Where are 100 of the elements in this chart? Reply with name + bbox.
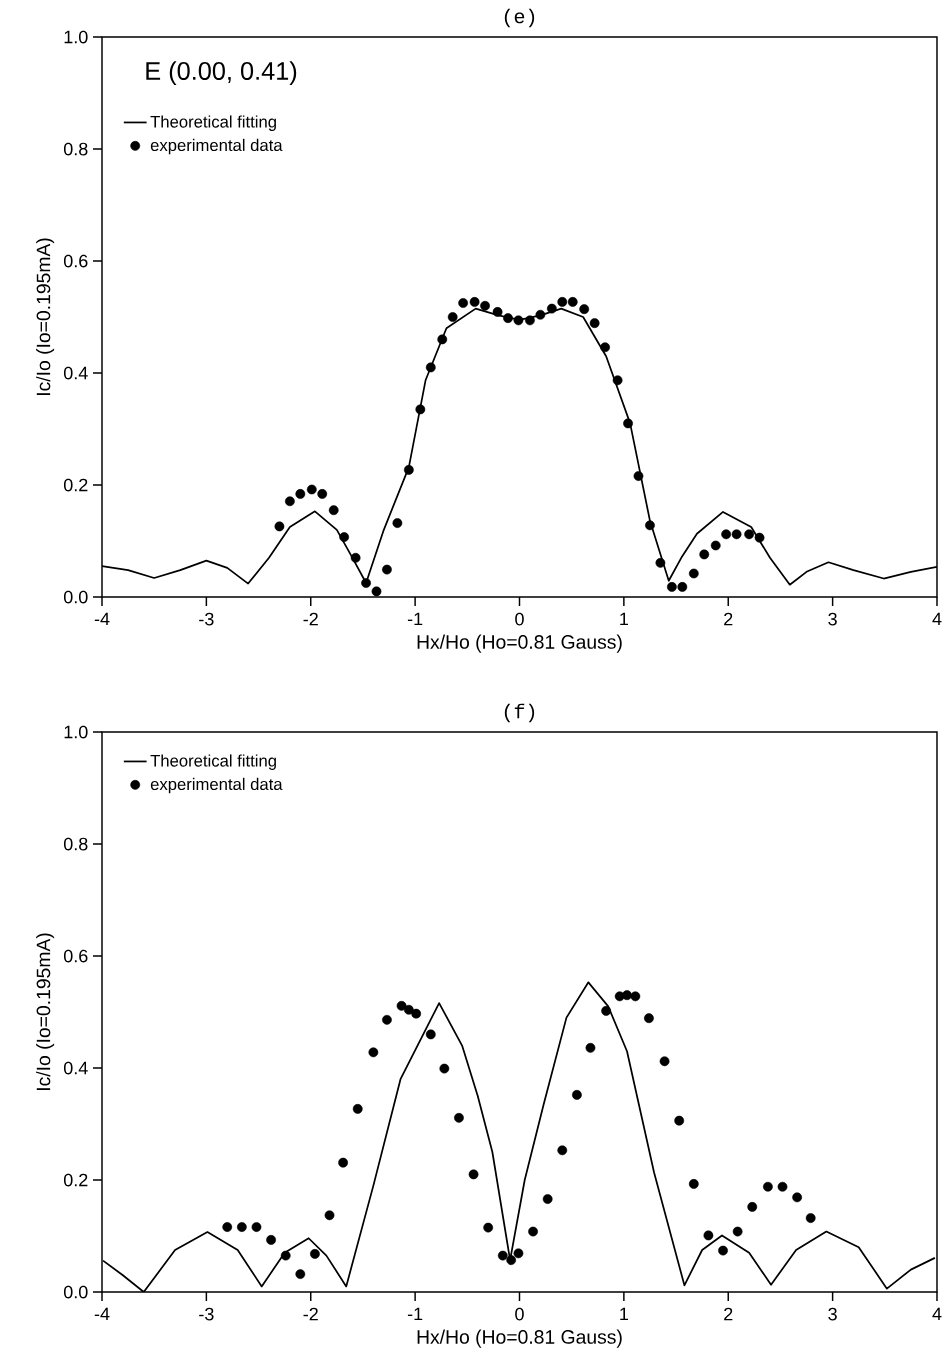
point [718,1245,728,1256]
x-axis-title: Hx/Ho (Ho=0.81 Gauss) [417,634,622,653]
point [497,1250,508,1261]
point [699,549,710,560]
x-tick-label: -4 [94,612,110,626]
point [324,1210,335,1221]
point [503,313,513,323]
point [585,1042,596,1053]
x-tick-label: -3 [199,612,214,626]
y-tick-label: 0.2 [63,1173,88,1187]
point [754,532,765,543]
point [731,529,742,540]
point [633,471,644,481]
point [350,552,361,563]
point [732,1226,743,1237]
point [567,297,578,307]
y-tick-label: 0.2 [63,478,88,492]
point [623,418,633,429]
point [674,1115,685,1126]
x-tick-label: -2 [303,612,318,626]
point [403,465,414,475]
point [274,521,285,532]
point [447,312,458,322]
x-tick-label: 0 [515,1307,524,1321]
point [236,1222,247,1232]
point [644,1013,654,1024]
x-tick-label: 4 [932,1307,942,1321]
point [535,309,546,320]
point [659,1056,670,1067]
legend-label: Theoretical fitting [150,115,276,131]
point [295,1269,306,1279]
annotation: E (0.00, 0.41) [146,61,297,85]
point [557,297,568,307]
point [525,315,535,326]
point [763,1181,773,1192]
x-tick-label: -4 [94,1307,110,1321]
point [805,1213,816,1223]
point [251,1222,262,1232]
point [454,1112,464,1123]
point [645,520,655,531]
y-axis-title: Ic/Io (Io=0.195mA) [36,933,55,1091]
y-tick-label: 0.8 [63,837,88,851]
x-tick-label: 2 [724,612,733,626]
point [589,318,600,329]
point [492,307,503,317]
y-tick-label: 1.0 [64,30,88,44]
point [721,529,732,540]
point [612,375,623,386]
legend-label: experimental data [150,138,283,155]
point [667,582,677,592]
point [266,1235,276,1245]
point [439,1063,450,1074]
point [630,991,641,1002]
legend-label: experimental data [150,777,283,794]
legend-label: Theoretical fitting [150,754,276,770]
point [317,489,328,499]
point [328,505,339,516]
point [338,1157,348,1168]
point [557,1145,568,1156]
y-axis-title: Ic/Io (Io=0.195mA) [36,238,55,396]
point [677,582,688,592]
y-tick-label: 1.0 [64,725,88,739]
point [458,298,468,308]
point [710,540,721,551]
point [546,303,557,314]
point [339,532,350,542]
point [437,334,448,345]
y-tick-label: 0.0 [63,1285,88,1299]
point [382,1014,392,1025]
x-axis-title: Hx/Ho (Ho=0.81 Gauss) [417,1329,622,1348]
x-tick-label: 4 [932,612,942,626]
point [411,1008,422,1019]
point [306,484,317,495]
point [480,300,490,311]
y-tick-label: 0.4 [63,366,88,380]
x-tick-label: -2 [303,1307,318,1321]
y-tick-label: 0.8 [63,142,88,156]
point [382,564,392,575]
point [371,586,382,597]
chart-title: (f) [504,703,535,723]
point [688,568,699,579]
point [415,404,426,415]
point [392,518,403,528]
y-tick-label: 0.6 [63,949,88,963]
y-tick-label: 0.0 [63,590,88,604]
point [703,1230,714,1241]
point [425,1029,436,1040]
y-tick-label: 0.4 [63,1061,88,1075]
point [469,297,480,307]
point [513,1248,524,1259]
point [468,1169,479,1180]
point [572,1090,582,1100]
x-tick-label: 0 [515,612,524,626]
point [744,529,754,540]
x-tick-label: -3 [199,1307,214,1321]
x-tick-label: 3 [828,1307,837,1321]
point [361,578,371,588]
point [601,1006,611,1016]
x-tick-label: -1 [407,1307,423,1321]
point [295,489,306,499]
